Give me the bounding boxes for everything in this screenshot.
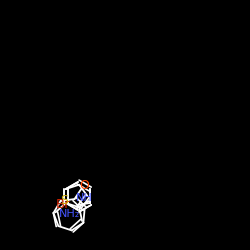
Text: S: S: [60, 194, 68, 207]
Text: NH: NH: [76, 193, 93, 203]
Text: Br: Br: [56, 198, 70, 210]
Text: O: O: [80, 178, 90, 192]
Text: NH₂: NH₂: [58, 209, 80, 219]
